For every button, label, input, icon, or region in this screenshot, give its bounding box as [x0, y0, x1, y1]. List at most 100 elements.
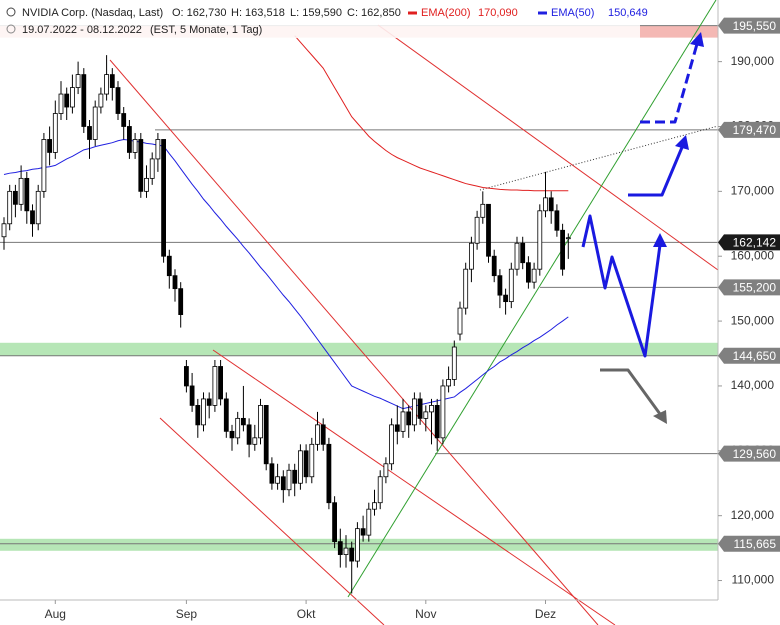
- candle-body: [149, 158, 155, 179]
- zone-band: [0, 342, 718, 356]
- candle-body: [332, 502, 338, 543]
- candle-body: [446, 379, 452, 387]
- candle-body: [548, 197, 554, 212]
- candle-body: [18, 177, 24, 205]
- arrowhead: [675, 135, 689, 150]
- candle-body: [286, 469, 292, 491]
- candle-body: [468, 242, 474, 270]
- candle-body: [127, 126, 132, 153]
- candle-body: [1, 223, 7, 238]
- candle-body: [366, 508, 372, 536]
- level-label: 179,470: [733, 123, 777, 137]
- icon: [6, 24, 16, 34]
- arrow: [581, 214, 662, 358]
- level-box: [718, 535, 780, 552]
- candle-body: [372, 502, 377, 510]
- candle-body: [526, 262, 531, 283]
- candle-body: [144, 177, 149, 192]
- trend-line: [159, 417, 385, 625]
- y-tick-label: 160,000: [731, 248, 775, 262]
- candle-body: [400, 411, 406, 432]
- level-label: 155,200: [733, 281, 777, 295]
- y-tick-label: 190,000: [731, 54, 775, 68]
- date-range: 19.07.2022 - 08.12.2022: [22, 24, 142, 36]
- candle-body: [30, 210, 35, 225]
- y-tick-label: 110,000: [732, 573, 775, 587]
- candle-body: [235, 417, 241, 439]
- candle-body: [491, 255, 497, 277]
- candle-body: [269, 463, 275, 484]
- candle-body: [212, 366, 218, 406]
- scenario-arrows: [581, 32, 704, 424]
- candle-body: [58, 93, 64, 114]
- y-tick-label: 140,000: [731, 378, 775, 392]
- candle-body: [98, 93, 104, 108]
- candle-body: [292, 469, 298, 484]
- trend-line: [347, 0, 717, 598]
- legend-value: 170,090: [478, 7, 518, 19]
- background-layer: [0, 25, 718, 551]
- candle-body: [166, 255, 172, 277]
- arrow: [640, 43, 699, 124]
- candle-body: [223, 398, 229, 432]
- candle-body: [52, 113, 58, 153]
- candle-body: [543, 197, 548, 212]
- candle-body: [41, 139, 47, 192]
- candle-body: [463, 268, 469, 309]
- ema-line: [3, 138, 569, 410]
- candle-body: [47, 139, 52, 153]
- candle-body: [258, 405, 263, 439]
- level-box: [718, 121, 780, 138]
- plot-layer: [1, 35, 571, 594]
- candle-body: [309, 443, 315, 478]
- candle-body: [201, 398, 206, 426]
- candle-body: [440, 385, 446, 439]
- candle-body: [240, 417, 246, 426]
- candle-body: [206, 398, 212, 406]
- candle-body: [229, 430, 235, 439]
- candle-body: [326, 443, 332, 504]
- candle-body: [246, 424, 252, 445]
- candle-body: [434, 405, 440, 439]
- candle-body: [218, 366, 224, 400]
- trend-line: [377, 24, 719, 271]
- candle-body: [172, 275, 178, 290]
- x-tick-label: Dez: [535, 607, 556, 621]
- candle-body: [70, 87, 75, 108]
- legend-label: EMA(200): [421, 7, 471, 19]
- candle-body: [121, 113, 127, 127]
- candle-body: [161, 139, 167, 257]
- candle-body: [195, 405, 201, 426]
- open-label: O: 162,730: [172, 7, 226, 19]
- candle-body: [565, 237, 571, 240]
- arrow: [628, 144, 685, 197]
- level-label: 115,665: [734, 537, 777, 551]
- candle-body: [429, 405, 434, 413]
- candle-body: [423, 411, 429, 419]
- candle-body: [377, 476, 383, 504]
- candle-body: [394, 424, 400, 432]
- candle-body: [138, 139, 144, 192]
- legend: EMA(200) 170,090 EMA(50) 150,649: [408, 7, 648, 19]
- x-tick-label: Sep: [176, 607, 198, 621]
- x-tick-label: Okt: [297, 607, 316, 621]
- low-label: L: 159,590: [290, 7, 342, 19]
- candle-body: [280, 476, 286, 491]
- candle-body: [64, 93, 70, 108]
- candle-body: [24, 177, 30, 212]
- x-tick-label: Nov: [415, 607, 436, 621]
- header-bg: [0, 0, 640, 38]
- candle-body: [337, 541, 343, 555]
- candle-body: [354, 528, 360, 562]
- y-tick-label: 150,000: [731, 313, 775, 327]
- candle-body: [132, 139, 138, 153]
- level-label: 129,560: [733, 447, 777, 461]
- candle-body: [81, 74, 87, 127]
- candle-body: [486, 203, 491, 257]
- candle-body: [189, 385, 195, 406]
- candle-body: [252, 437, 258, 445]
- candle-body: [503, 294, 509, 303]
- trend-line: [479, 125, 719, 191]
- level-label: 144,650: [733, 349, 777, 363]
- level-box: [718, 445, 780, 462]
